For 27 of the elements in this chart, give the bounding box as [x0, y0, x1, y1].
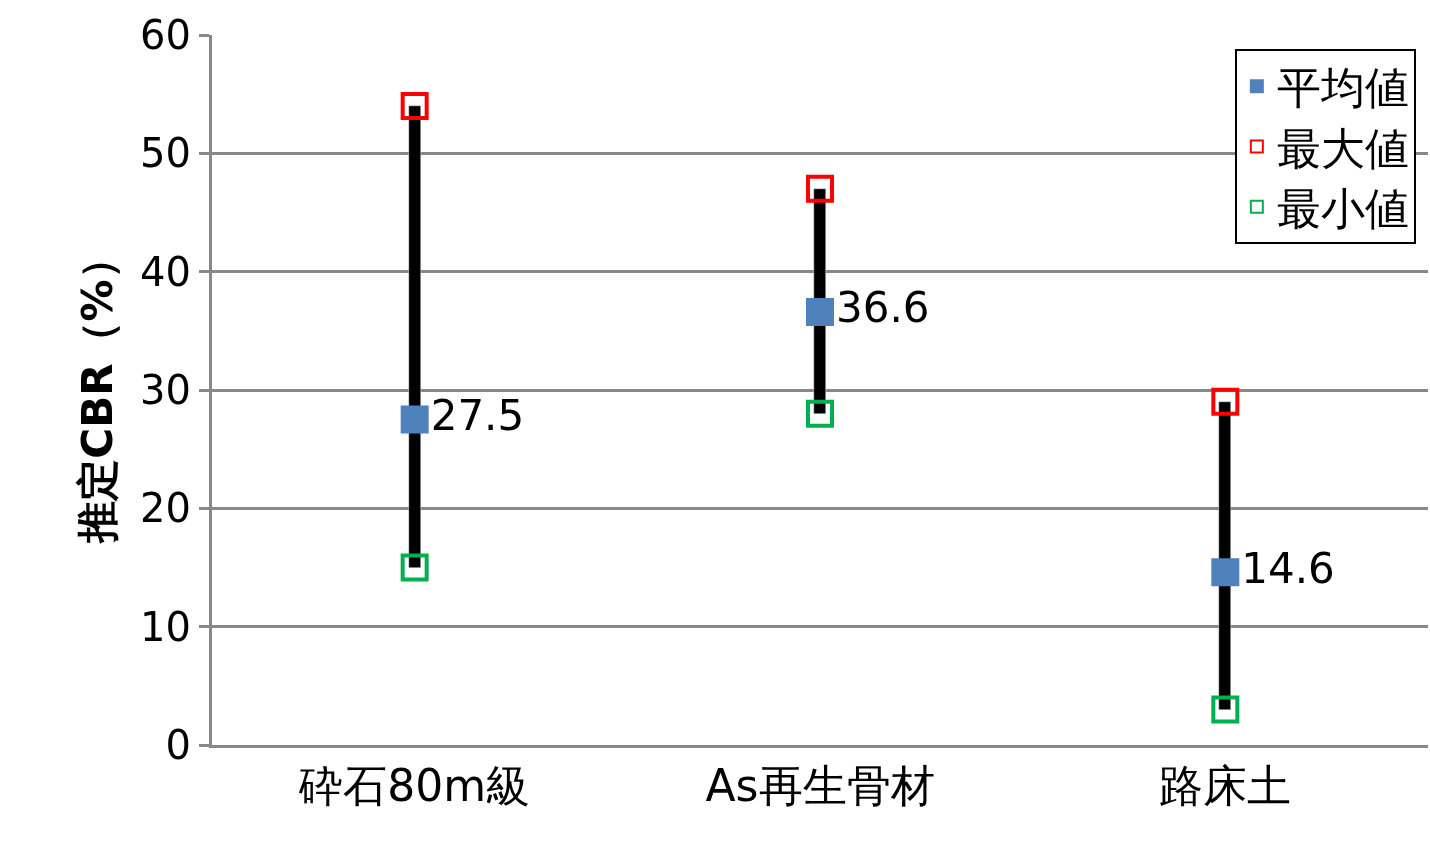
- legend-label: 平均値: [1276, 62, 1409, 114]
- point: [400, 553, 429, 582]
- x-tick-label: 路床土: [1159, 759, 1292, 811]
- y-tick-label: 50: [140, 130, 191, 177]
- point: [1211, 387, 1240, 416]
- point: [806, 174, 834, 203]
- data-label: 36.6: [836, 283, 930, 333]
- data-label: 14.6: [1241, 543, 1335, 593]
- y-tick-label: 0: [165, 722, 191, 768]
- point: [1211, 695, 1240, 724]
- point: [1211, 558, 1240, 587]
- y-tick-label: 30: [140, 367, 191, 413]
- y-tick-label: 40: [140, 248, 191, 295]
- x-tick-label: 砕石80m級: [298, 759, 531, 811]
- legend-label: 最小値: [1276, 182, 1409, 234]
- y-tick-label: 20: [140, 485, 191, 532]
- point: [806, 297, 834, 326]
- point: [806, 399, 834, 428]
- data-label: 27.5: [430, 391, 525, 441]
- y-axis-title: 推定CBR（%）: [72, 237, 122, 545]
- legend-label: 最大値: [1276, 122, 1409, 174]
- y-tick-label: 60: [140, 12, 191, 58]
- point: [400, 405, 429, 434]
- bar: [408, 105, 421, 568]
- y-tick-label: 10: [140, 603, 191, 650]
- point: [400, 92, 429, 120]
- x-tick-label: As再生骨材: [705, 759, 935, 811]
